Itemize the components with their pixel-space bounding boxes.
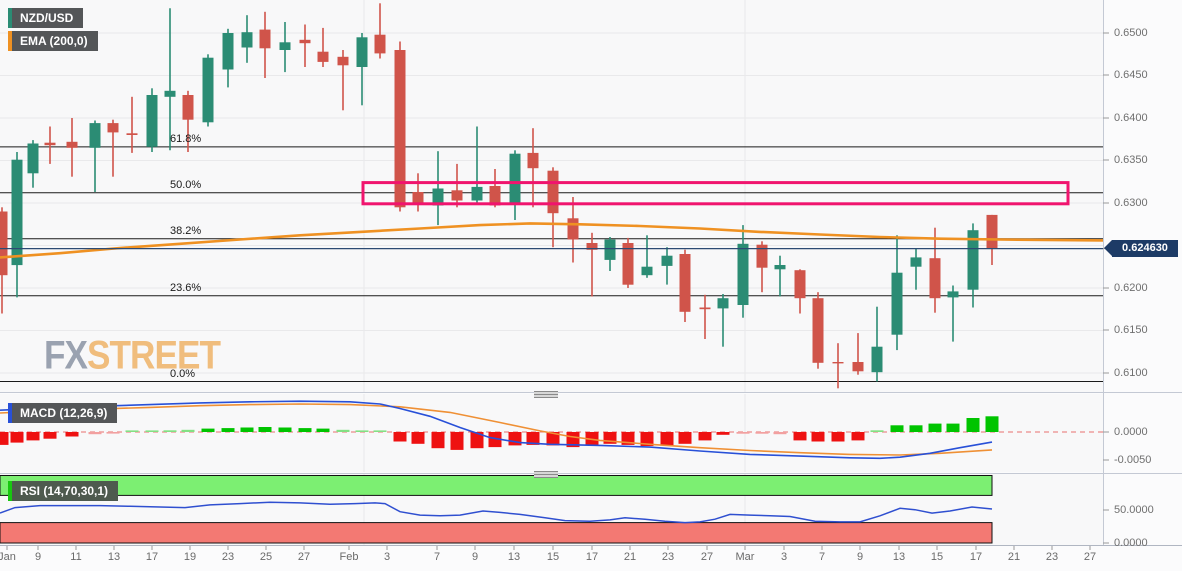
date-axis-label: 3 (780, 551, 788, 563)
price-axis-label: 0.6150 (1114, 324, 1148, 336)
date-axis-label: 13 (892, 551, 906, 563)
date-axis-label: 27 (297, 551, 311, 563)
date-axis-label: 13 (107, 551, 121, 563)
date-axis-label: 27 (1083, 551, 1097, 563)
price-axis-label: 0.6500 (1114, 27, 1148, 39)
date-axis-label: 15 (546, 551, 560, 563)
watermark-street: STREET (87, 333, 221, 378)
rsi-axis-label: 0.0000 (1114, 537, 1148, 549)
date-axis-label: 3 (383, 551, 391, 563)
rsi-overbought-band (0, 475, 993, 496)
watermark-fx: FX (44, 333, 88, 378)
ema200-line (0, 222, 1104, 259)
fib-level-label-00: 0.0% (170, 368, 196, 380)
fib-level-label-618: 61.8% (170, 133, 202, 145)
date-axis-label: 7 (433, 551, 441, 563)
date-axis-label: 7 (818, 551, 826, 563)
rsi-panel-resize-handle[interactable] (534, 471, 558, 478)
price-axis-label: 0.6100 (1114, 367, 1148, 379)
macd-axis-label: -0.0050 (1114, 454, 1152, 466)
date-axis-label: Mar (735, 551, 755, 563)
date-axis-label: 23 (221, 551, 235, 563)
macd-label: MACD (12,26,9) (20, 406, 108, 420)
rsi-oversold-band (0, 522, 993, 544)
date-axis-label: 9 (856, 551, 864, 563)
date-axis-label: 15 (930, 551, 944, 563)
ema-label: EMA (200,0) (20, 34, 88, 48)
price-axis-label: 0.6300 (1114, 197, 1148, 209)
date-axis-label: 11 (70, 551, 82, 563)
date-axis-label: 21 (623, 551, 637, 563)
macd-indicator-legend[interactable]: MACD (12,26,9) (8, 403, 118, 423)
price-axis-label: 0.6350 (1114, 154, 1148, 166)
symbol-legend[interactable]: NZD/USD (8, 8, 84, 28)
macd-panel-resize-handle[interactable] (534, 391, 558, 398)
date-axis-label: 21 (1007, 551, 1021, 563)
rsi-label: RSI (14,70,30,1) (20, 484, 109, 498)
date-axis-label: 17 (145, 551, 159, 563)
date-axis-label: 17 (585, 551, 599, 563)
date-axis-label: Jan (0, 551, 16, 563)
date-axis-label: Feb (339, 551, 359, 563)
fib-level-label-382: 38.2% (170, 225, 202, 237)
date-axis-label: 9 (34, 551, 42, 563)
macd-main-line (0, 400, 993, 460)
date-axis-label: 23 (661, 551, 675, 563)
date-axis-label: 25 (259, 551, 273, 563)
date-axis-label: 9 (471, 551, 479, 563)
price-axis-label: 0.6450 (1114, 69, 1148, 81)
fxstreet-watermark: FXSTREET (44, 333, 221, 378)
date-axis-label: 27 (700, 551, 714, 563)
rsi-line (0, 501, 993, 524)
date-axis-label: 13 (507, 551, 521, 563)
fib-level-label-236: 23.6% (170, 282, 202, 294)
date-axis-label: 17 (969, 551, 983, 563)
price-axis-label: 0.6200 (1114, 282, 1148, 294)
ema-indicator-legend[interactable]: EMA (200,0) (8, 31, 98, 51)
date-axis-label: 19 (183, 551, 197, 563)
current-price-badge: 0.624630 (1112, 240, 1178, 257)
rsi-axis-label: 50.0000 (1114, 504, 1154, 516)
resistance-zone-box[interactable] (361, 181, 1070, 206)
candles-layer (0, 3, 998, 389)
macd-signal-line (0, 403, 993, 456)
macd-axis-label: 0.0000 (1114, 426, 1148, 438)
price-badge-arrow (1104, 240, 1112, 256)
symbol-label: NZD/USD (20, 11, 74, 25)
date-axis-label: 23 (1045, 551, 1059, 563)
price-axis-label: 0.6400 (1114, 112, 1148, 124)
rsi-indicator-legend[interactable]: RSI (14,70,30,1) (8, 481, 119, 501)
macd-histogram (0, 416, 999, 450)
fib-level-label-500: 50.0% (170, 179, 202, 191)
